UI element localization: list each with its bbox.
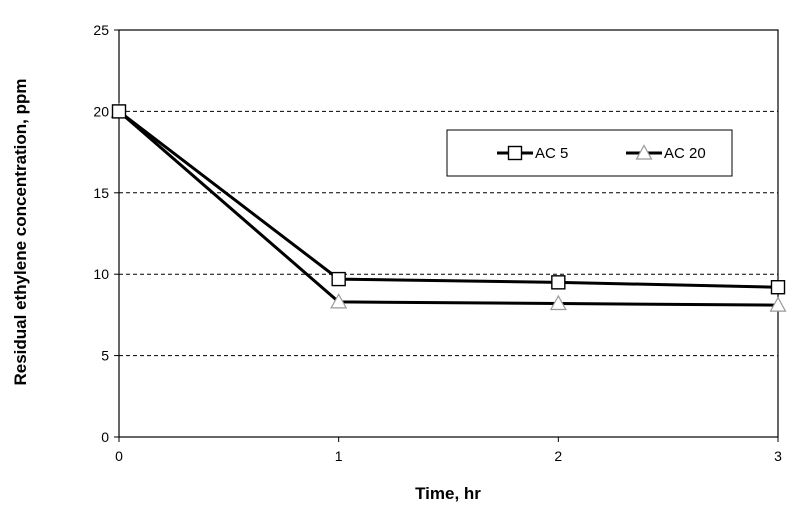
data-point-ac-20: [769, 296, 787, 312]
legend-item-ac-5: AC 5: [497, 145, 568, 162]
axis-ticks: 0 5 10 15 20 25 0 1 2 3: [93, 22, 782, 464]
x-tick-label: 3: [774, 448, 782, 464]
y-tick-label: 25: [93, 22, 109, 38]
legend-box: [446, 129, 733, 177]
y-tick-label: 15: [93, 185, 109, 201]
data-point-ac-20: [549, 294, 567, 311]
y-axis-title: Residual ethylene concentration, ppm: [11, 78, 30, 385]
legend-marker-ac-20: [635, 144, 653, 160]
data-point-ac-5: [551, 275, 566, 290]
series-layer: [110, 102, 787, 312]
y-tick-label: 20: [93, 103, 109, 119]
data-point-ac-5: [111, 104, 127, 119]
series-line-ac-5: [118, 110, 779, 289]
y-tick-label: 10: [93, 266, 109, 282]
y-tick-label: 0: [101, 429, 109, 445]
series-ac-5: [111, 104, 786, 295]
plot-area-border: [118, 29, 779, 438]
legend-label: AC 5: [535, 145, 568, 162]
legend-item-ac-20: AC 20: [626, 144, 706, 162]
y-tick-label: 5: [101, 348, 109, 364]
x-tick-label: 2: [554, 448, 562, 464]
x-tick-label: 0: [115, 448, 123, 464]
data-point-ac-20: [330, 293, 348, 309]
series-line-ac-20: [118, 110, 779, 307]
legend-label: AC 20: [664, 145, 706, 162]
gridlines: [119, 110, 778, 357]
x-axis-title: Time, hr: [415, 484, 481, 503]
data-point-ac-5: [331, 271, 346, 287]
x-tick-label: 1: [335, 448, 343, 464]
data-point-ac-5: [770, 280, 786, 295]
legend-marker-ac-5: [507, 145, 523, 161]
legend: AC 5 AC 20: [446, 129, 733, 177]
